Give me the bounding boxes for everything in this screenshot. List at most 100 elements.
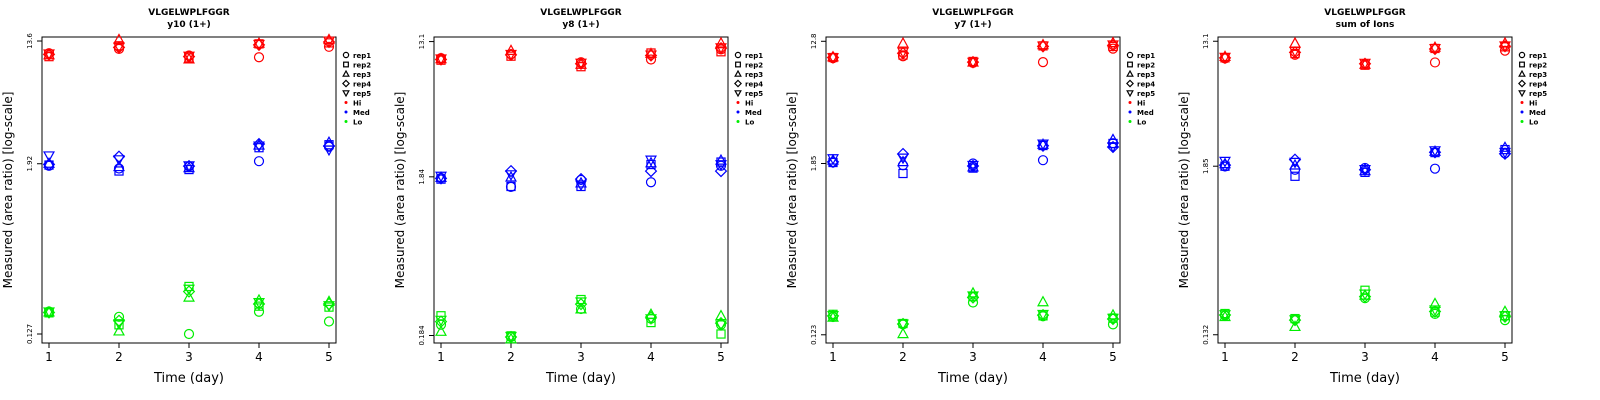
- data-point-med: [183, 161, 195, 173]
- legend-dot-hi: [1128, 101, 1132, 104]
- x-tick-label: 2: [507, 350, 515, 364]
- x-tick-label: 3: [577, 350, 585, 364]
- data-point-med: [1289, 158, 1301, 170]
- data-point-med: [645, 155, 657, 167]
- x-axis-label: Time (day): [545, 371, 616, 386]
- y-tick-label: 0.132: [1202, 325, 1210, 345]
- legend-marker-rep2: [735, 61, 741, 68]
- chart-title: VLGELWPLFGGR: [1324, 8, 1405, 18]
- data-point-hi: [1219, 52, 1231, 64]
- data-point-med: [827, 154, 839, 166]
- data-point-hi: [113, 42, 125, 54]
- legend-label: rep1: [1529, 52, 1547, 60]
- legend-label: rep5: [353, 90, 371, 98]
- data-point-med: [1290, 171, 1300, 181]
- data-point-med: [897, 153, 909, 165]
- data-point-hi: [1037, 41, 1049, 53]
- legend-marker-rep3: [734, 69, 742, 77]
- data-point-med: [1289, 157, 1301, 169]
- legend-marker-rep4: [734, 79, 742, 88]
- legend-marker-rep5: [342, 90, 350, 98]
- data-point-lo: [827, 311, 839, 322]
- data-point-lo: [575, 297, 587, 309]
- data-point-lo: [1289, 315, 1301, 327]
- data-point-lo: [897, 327, 909, 339]
- x-tick-label: 3: [185, 350, 193, 364]
- data-point-lo: [43, 307, 55, 319]
- y-axis-label: Measured (area ratio) [log-scale]: [393, 92, 407, 289]
- data-point-hi: [827, 50, 839, 62]
- data-point-med: [896, 147, 910, 161]
- data-point-med: [575, 180, 587, 192]
- legend-marker-rep2: [343, 61, 349, 68]
- data-point-med: [323, 145, 335, 157]
- data-point-hi: [967, 57, 979, 69]
- legend-label: rep3: [353, 71, 371, 79]
- x-tick-label: 5: [1109, 350, 1117, 364]
- x-tick-label: 4: [647, 350, 655, 364]
- data-point-med: [715, 160, 727, 171]
- data-point-med: [574, 172, 588, 186]
- legend-label: Med: [745, 109, 762, 117]
- data-point-hi: [715, 43, 727, 55]
- chart-subtitle: sum of Ions: [1336, 20, 1395, 30]
- data-point-med: [644, 164, 658, 178]
- data-point-hi: [183, 51, 195, 63]
- data-point-lo: [323, 301, 335, 312]
- legend-dot-lo: [736, 120, 740, 123]
- y-tick-label: 1.85: [810, 156, 818, 172]
- data-point-hi: [645, 50, 657, 62]
- legend-label: rep2: [353, 62, 371, 70]
- y-tick-label: 12.8: [810, 33, 818, 49]
- data-point-lo: [1107, 319, 1119, 330]
- data-point-med: [1219, 156, 1231, 168]
- data-point-lo: [1429, 305, 1441, 317]
- data-point-med: [112, 150, 126, 163]
- legend-dot-med: [344, 110, 348, 114]
- legend-label: Hi: [1137, 100, 1145, 108]
- legend-marker-rep5: [1518, 90, 1526, 98]
- legend-dot-hi: [344, 101, 348, 104]
- data-point-med: [1107, 133, 1119, 145]
- legend-marker-rep1: [1126, 51, 1134, 59]
- legend-label: Med: [1529, 109, 1546, 117]
- legend-dot-hi: [736, 101, 740, 104]
- x-tick-label: 2: [115, 350, 123, 364]
- x-tick-label: 3: [1361, 350, 1369, 364]
- x-tick-label: 5: [325, 350, 333, 364]
- legend-marker-rep3: [1126, 69, 1134, 77]
- data-point-lo: [1219, 310, 1231, 322]
- legend-label: Hi: [745, 100, 753, 108]
- data-point-med: [434, 172, 448, 185]
- data-point-lo: [435, 315, 447, 327]
- y-axis-label: Measured (area ratio) [log-scale]: [1, 92, 15, 289]
- chart-title: VLGELWPLFGGR: [540, 8, 621, 18]
- legend-label: rep5: [1137, 90, 1155, 98]
- data-point-lo: [253, 298, 265, 309]
- legend-dot-hi: [1520, 101, 1524, 104]
- legend-marker-rep1: [342, 51, 350, 59]
- data-point-hi: [967, 55, 979, 67]
- legend-marker-rep4: [342, 79, 350, 88]
- data-point-lo: [1358, 290, 1372, 303]
- data-point-lo: [967, 291, 979, 303]
- data-point-lo: [323, 316, 335, 327]
- legend-label: rep4: [1529, 81, 1547, 89]
- data-point-hi: [505, 49, 517, 61]
- data-point-med: [1429, 163, 1441, 174]
- data-point-med: [42, 158, 56, 171]
- y-tick-label: 13.1: [418, 34, 426, 50]
- data-point-med: [1037, 139, 1049, 151]
- data-point-med: [1429, 146, 1441, 158]
- data-point-med: [1037, 155, 1049, 166]
- legend-label: rep1: [745, 52, 763, 60]
- y-tick-label: 0.127: [26, 324, 34, 344]
- data-point-med: [322, 139, 336, 153]
- data-point-lo: [1499, 311, 1511, 323]
- data-point-hi: [716, 47, 726, 57]
- data-point-med: [435, 171, 447, 183]
- y-tick-label: 1.84: [418, 168, 426, 184]
- legend-marker-rep4: [1518, 79, 1526, 88]
- legend-marker-rep3: [342, 69, 350, 77]
